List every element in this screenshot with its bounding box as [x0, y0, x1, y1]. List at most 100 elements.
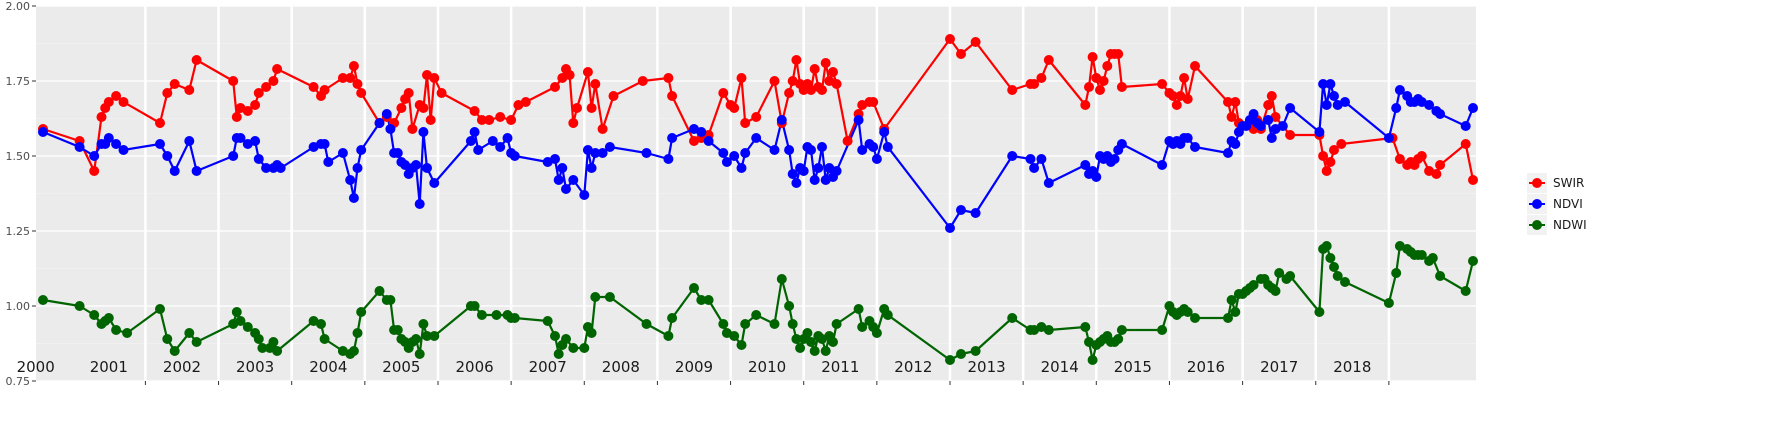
data-point-swir	[751, 112, 762, 122]
data-point-ndwi	[809, 346, 820, 356]
data-point-swir	[831, 79, 842, 89]
data-point-ndwi	[191, 337, 202, 347]
data-point-swir	[250, 100, 261, 110]
data-point-ndvi	[1329, 91, 1339, 101]
legend-label-ndvi: NDVI	[1553, 197, 1583, 211]
data-point-ndwi	[568, 343, 579, 353]
data-point-ndvi	[261, 163, 272, 173]
data-point-ndwi	[1274, 268, 1285, 278]
data-point-swir	[436, 88, 447, 98]
data-point-ndvi	[721, 157, 732, 167]
data-point-ndvi	[319, 139, 330, 149]
data-point-swir	[608, 91, 619, 101]
data-point-ndwi	[1116, 325, 1127, 335]
data-point-swir	[809, 64, 820, 74]
data-point-ndvi	[429, 178, 440, 188]
data-point-swir	[842, 136, 853, 146]
data-point-ndvi	[853, 115, 864, 125]
data-point-ndvi	[696, 127, 707, 137]
data-point-swir	[162, 88, 173, 98]
year-labels: 2000 2001 2002 2003 2004 2005 2006 2007 2008 2009…	[17, 358, 1372, 376]
data-point-ndvi	[162, 151, 173, 161]
data-point-ndwi	[385, 295, 396, 305]
legend-label-ndwi: NDWI	[1553, 218, 1587, 232]
data-point-ndwi	[422, 331, 432, 341]
data-point-swir	[945, 34, 955, 44]
data-point-swir	[118, 97, 129, 107]
data-point-ndwi	[696, 295, 707, 305]
data-point-swir	[1468, 175, 1478, 185]
data-point-ndwi	[550, 331, 560, 341]
data-point-ndwi	[689, 283, 699, 293]
data-point-ndwi	[1087, 355, 1098, 365]
data-point-ndwi	[1157, 325, 1168, 335]
data-point-ndvi	[791, 178, 802, 188]
data-point-swir	[268, 76, 279, 86]
data-point-ndwi	[663, 331, 674, 341]
data-point-ndvi	[103, 133, 114, 143]
data-point-ndvi	[1043, 178, 1054, 188]
data-point-ndvi	[718, 148, 729, 158]
data-point-ndvi	[184, 136, 195, 146]
year-label: 2004	[309, 358, 347, 376]
data-point-swir	[956, 49, 966, 59]
data-point-swir	[1394, 154, 1405, 164]
data-point-swir	[970, 37, 981, 47]
data-point-ndvi	[663, 154, 674, 164]
data-point-swir	[155, 118, 165, 128]
data-point-ndvi	[871, 154, 882, 164]
data-point-ndvi	[561, 184, 571, 194]
data-point-swir	[736, 73, 747, 83]
data-point-swir	[1084, 82, 1094, 92]
data-point-ndvi	[1109, 154, 1120, 164]
data-point-ndvi	[970, 208, 981, 218]
data-point-ndwi	[352, 328, 363, 338]
data-point-ndwi	[356, 307, 367, 317]
data-point-swir	[828, 67, 838, 77]
data-point-ndvi	[1157, 160, 1168, 170]
data-point-ndwi	[1248, 280, 1259, 290]
data-point-swir	[1416, 151, 1427, 161]
data-point-ndvi	[495, 142, 506, 152]
data-point-swir	[1029, 79, 1040, 89]
data-point-ndwi	[1427, 253, 1438, 263]
data-point-swir	[429, 73, 440, 83]
data-point-ndvi	[392, 148, 403, 158]
data-point-ndwi	[1223, 313, 1233, 323]
data-point-ndvi	[817, 142, 827, 152]
data-point-swir	[791, 55, 802, 65]
data-point-ndvi	[337, 148, 348, 158]
data-point-ndvi	[740, 148, 751, 158]
y-tick-label: 1.25	[6, 225, 31, 238]
data-point-ndvi	[1277, 121, 1288, 131]
data-point-ndwi	[418, 319, 429, 329]
data-point-ndvi	[882, 142, 893, 152]
data-point-ndwi	[791, 334, 802, 344]
data-point-ndwi	[1340, 277, 1350, 287]
data-point-ndwi	[667, 313, 678, 323]
data-point-ndwi	[1435, 271, 1446, 281]
year-separators	[144, 6, 1391, 381]
data-point-ndvi	[813, 163, 824, 173]
data-point-ndwi	[348, 346, 359, 356]
data-point-swir	[169, 79, 180, 89]
data-point-ndwi	[374, 286, 385, 296]
data-point-swir	[667, 91, 678, 101]
year-label: 2006	[456, 358, 494, 376]
data-point-ndwi	[1314, 307, 1325, 317]
data-point-ndwi	[882, 310, 893, 320]
data-point-swir	[425, 115, 436, 125]
data-point-ndwi	[871, 328, 882, 338]
data-point-ndwi	[784, 301, 795, 311]
year-label: 2008	[602, 358, 640, 376]
data-point-ndwi	[1230, 307, 1241, 317]
data-point-ndwi	[429, 331, 440, 341]
data-point-swir	[1435, 160, 1446, 170]
data-point-ndvi	[418, 127, 429, 137]
data-point-ndvi	[1325, 79, 1336, 89]
data-point-ndvi	[945, 223, 955, 233]
data-point-ndwi	[89, 310, 100, 320]
year-label: 2012	[894, 358, 932, 376]
year-label: 2013	[968, 358, 1006, 376]
data-point-ndvi	[356, 145, 367, 155]
